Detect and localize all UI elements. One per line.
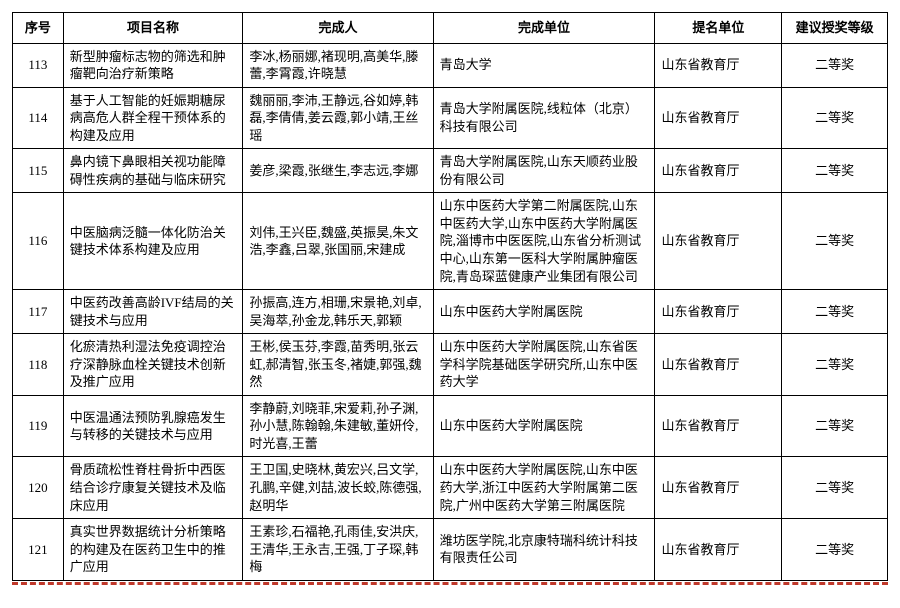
cell-nom: 山东省教育厅	[655, 87, 782, 149]
col-header-index: 序号	[13, 13, 64, 44]
cell-index: 114	[13, 87, 64, 149]
cell-unit: 青岛大学附属医院,山东天顺药业股份有限公司	[433, 149, 655, 193]
cell-name: 新型肿瘤标志物的筛选和肿瘤靶向治疗新策略	[63, 43, 243, 87]
cell-index: 119	[13, 395, 64, 457]
cell-name: 中医温通法预防乳腺癌发生与转移的关键技术与应用	[63, 395, 243, 457]
cell-grade: 二等奖	[782, 43, 888, 87]
cell-unit: 山东中医药大学附属医院,山东中医药大学,浙江中医药大学附属第二医院,广州中医药大…	[433, 457, 655, 519]
table-row: 113新型肿瘤标志物的筛选和肿瘤靶向治疗新策略李冰,杨丽娜,褚现明,高美华,滕蕾…	[13, 43, 888, 87]
cell-nom: 山东省教育厅	[655, 395, 782, 457]
cell-people: 刘伟,王兴臣,魏盛,英振昊,朱文浩,李鑫,吕翠,张国丽,宋建成	[243, 193, 433, 290]
cell-index: 120	[13, 457, 64, 519]
cell-grade: 二等奖	[782, 519, 888, 581]
cell-people: 魏丽丽,李沛,王静远,谷如婷,韩磊,李倩倩,姜云霞,郭小靖,王丝瑶	[243, 87, 433, 149]
cell-unit: 青岛大学附属医院,线粒体（北京）科技有限公司	[433, 87, 655, 149]
table-row: 114基于人工智能的妊娠期糖尿病高危人群全程干预体系的构建及应用魏丽丽,李沛,王…	[13, 87, 888, 149]
cell-name: 真实世界数据统计分析策略的构建及在医药卫生中的推广应用	[63, 519, 243, 581]
cell-unit: 山东中医药大学附属医院	[433, 395, 655, 457]
cell-people: 王彬,侯玉芬,李霞,苗秀明,张云虹,郝清智,张玉冬,褚婕,郭强,魏然	[243, 334, 433, 396]
cell-unit: 山东中医药大学第二附属医院,山东中医药大学,山东中医药大学附属医院,淄博市中医医…	[433, 193, 655, 290]
cell-name: 骨质疏松性脊柱骨折中西医结合诊疗康复关键技术及临床应用	[63, 457, 243, 519]
cell-index: 113	[13, 43, 64, 87]
table-header-row: 序号 项目名称 完成人 完成单位 提名单位 建议授奖等级	[13, 13, 888, 44]
cell-name: 化瘀清热利湿法免疫调控治疗深静脉血栓关键技术创新及推广应用	[63, 334, 243, 396]
bottom-dashed-divider	[12, 582, 888, 585]
cell-name: 鼻内镜下鼻眼相关视功能障碍性疾病的基础与临床研究	[63, 149, 243, 193]
cell-nom: 山东省教育厅	[655, 334, 782, 396]
cell-nom: 山东省教育厅	[655, 457, 782, 519]
cell-grade: 二等奖	[782, 193, 888, 290]
table-row: 117中医药改善高龄IVF结局的关键技术与应用孙振高,连方,相珊,宋景艳,刘卓,…	[13, 290, 888, 334]
cell-grade: 二等奖	[782, 149, 888, 193]
cell-people: 姜彦,梁霞,张继生,李志远,李娜	[243, 149, 433, 193]
cell-name: 中医药改善高龄IVF结局的关键技术与应用	[63, 290, 243, 334]
table-row: 115鼻内镜下鼻眼相关视功能障碍性疾病的基础与临床研究姜彦,梁霞,张继生,李志远…	[13, 149, 888, 193]
cell-index: 118	[13, 334, 64, 396]
cell-people: 李冰,杨丽娜,褚现明,高美华,滕蕾,李霄霞,许晓慧	[243, 43, 433, 87]
cell-unit: 青岛大学	[433, 43, 655, 87]
cell-unit: 山东中医药大学附属医院,山东省医学科学院基础医学研究所,山东中医药大学	[433, 334, 655, 396]
table-row: 119中医温通法预防乳腺癌发生与转移的关键技术与应用李静蔚,刘晓菲,宋爱莉,孙子…	[13, 395, 888, 457]
col-header-people: 完成人	[243, 13, 433, 44]
col-header-nom: 提名单位	[655, 13, 782, 44]
cell-grade: 二等奖	[782, 87, 888, 149]
cell-index: 115	[13, 149, 64, 193]
table-row: 118化瘀清热利湿法免疫调控治疗深静脉血栓关键技术创新及推广应用王彬,侯玉芬,李…	[13, 334, 888, 396]
cell-nom: 山东省教育厅	[655, 43, 782, 87]
cell-people: 王素珍,石福艳,孔雨佳,安洪庆,王清华,王永吉,王强,丁子琛,韩梅	[243, 519, 433, 581]
cell-people: 李静蔚,刘晓菲,宋爱莉,孙子渊,孙小慧,陈翰翰,朱建敏,董妍伶,时光喜,王蕾	[243, 395, 433, 457]
cell-unit: 潍坊医学院,北京康特瑞科统计科技有限责任公司	[433, 519, 655, 581]
table-row: 121真实世界数据统计分析策略的构建及在医药卫生中的推广应用王素珍,石福艳,孔雨…	[13, 519, 888, 581]
cell-grade: 二等奖	[782, 334, 888, 396]
col-header-unit: 完成单位	[433, 13, 655, 44]
cell-unit: 山东中医药大学附属医院	[433, 290, 655, 334]
awards-table: 序号 项目名称 完成人 完成单位 提名单位 建议授奖等级 113新型肿瘤标志物的…	[12, 12, 888, 581]
cell-name: 基于人工智能的妊娠期糖尿病高危人群全程干预体系的构建及应用	[63, 87, 243, 149]
cell-people: 孙振高,连方,相珊,宋景艳,刘卓,吴海萃,孙金龙,韩乐天,郭颖	[243, 290, 433, 334]
cell-index: 116	[13, 193, 64, 290]
cell-grade: 二等奖	[782, 290, 888, 334]
table-row: 120骨质疏松性脊柱骨折中西医结合诊疗康复关键技术及临床应用王卫国,史晓林,黄宏…	[13, 457, 888, 519]
cell-name: 中医脑病泛髓一体化防治关键技术体系构建及应用	[63, 193, 243, 290]
table-row: 116中医脑病泛髓一体化防治关键技术体系构建及应用刘伟,王兴臣,魏盛,英振昊,朱…	[13, 193, 888, 290]
cell-index: 117	[13, 290, 64, 334]
cell-nom: 山东省教育厅	[655, 290, 782, 334]
col-header-grade: 建议授奖等级	[782, 13, 888, 44]
cell-people: 王卫国,史晓林,黄宏兴,吕文学,孔鹏,辛健,刘喆,波长蛟,陈德强,赵明华	[243, 457, 433, 519]
cell-grade: 二等奖	[782, 395, 888, 457]
cell-nom: 山东省教育厅	[655, 193, 782, 290]
col-header-name: 项目名称	[63, 13, 243, 44]
cell-nom: 山东省教育厅	[655, 149, 782, 193]
cell-nom: 山东省教育厅	[655, 519, 782, 581]
cell-grade: 二等奖	[782, 457, 888, 519]
table-body: 113新型肿瘤标志物的筛选和肿瘤靶向治疗新策略李冰,杨丽娜,褚现明,高美华,滕蕾…	[13, 43, 888, 580]
cell-index: 121	[13, 519, 64, 581]
